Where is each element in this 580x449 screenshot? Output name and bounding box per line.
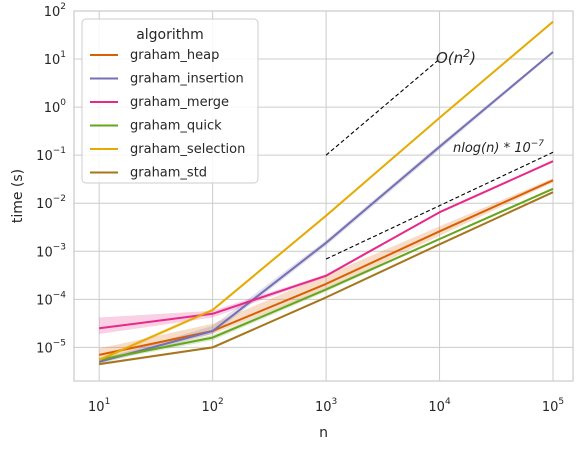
x-tick-label: 104 [428, 397, 451, 415]
x-tick-label: 102 [201, 397, 223, 415]
y-tick-label: 10−3 [36, 242, 66, 260]
y-tick-label: 100 [44, 98, 67, 116]
y-tick-label: 101 [44, 50, 66, 68]
plot-frame [73, 10, 574, 382]
legend-title: algorithm [136, 27, 204, 43]
legend-label: graham_insertion [130, 72, 244, 87]
annotation-1: O(n2) [436, 47, 476, 67]
y-tick-label: 10−2 [36, 194, 66, 212]
y-ticks: 10−5 10−4 10−3 10−2 10−1 100 101 102 [36, 2, 66, 356]
legend: algorithm graham_heap graham_insertiongrah… [81, 18, 259, 184]
series-lines [98, 20, 554, 366]
annotation-2: nlog(n) * 10−7 [453, 139, 544, 156]
band-graham-merge [99, 160, 553, 334]
legend-label: graham_std [130, 166, 207, 181]
legend-label: graham_selection [130, 142, 245, 157]
confidence-bands [99, 20, 553, 366]
y-tick-label: 102 [44, 2, 66, 20]
line-graham-heap [98, 179, 554, 356]
line-graham-selection [98, 20, 554, 361]
y-axis-label: time (s) [10, 169, 26, 223]
line-graham-merge [99, 160, 554, 330]
reference-lines [325, 58, 554, 260]
y-tick-label: 10−4 [36, 290, 66, 308]
line-graham-insertion [98, 51, 554, 363]
x-tick-label: 103 [315, 397, 337, 415]
x-axis-label: n [319, 425, 328, 441]
legend-label: graham_merge [130, 95, 229, 110]
y-tick-label: 10−1 [36, 146, 66, 164]
x-ticks: 101 102 103 104 105 [88, 397, 564, 415]
y-tick-label: 10−5 [36, 338, 66, 356]
legend-box [81, 18, 259, 184]
x-tick-label: 101 [88, 397, 110, 415]
legend-label: graham_quick [130, 119, 222, 134]
reference-line-2 [325, 151, 554, 260]
line-graham-quick [99, 187, 554, 361]
band-graham-heap [99, 178, 553, 360]
x-tick-label: 105 [542, 397, 564, 415]
reference-line-1 [325, 58, 440, 156]
annotations: O(n2) nlog(n) * 10−7 [436, 47, 544, 156]
legend-label: graham_heap [130, 48, 219, 63]
line-graham-std [99, 191, 554, 366]
